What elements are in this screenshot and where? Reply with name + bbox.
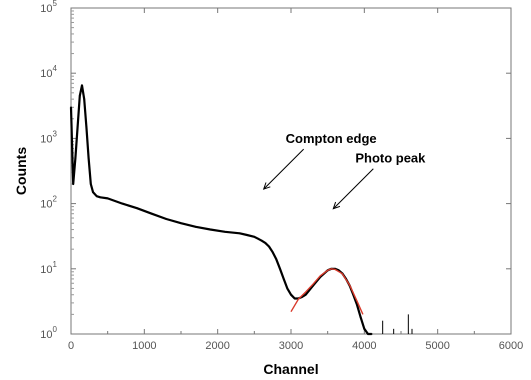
data-point: [92, 191, 94, 194]
x-tick-label: 3000: [279, 340, 303, 352]
y-tick-label: 105: [40, 0, 57, 15]
annotations: Compton edge Photo peak: [262, 131, 426, 210]
data-point: [286, 287, 289, 290]
data-point: [257, 237, 259, 240]
annotation-label: Compton edge: [286, 131, 377, 146]
data-point: [264, 241, 267, 244]
data-point: [194, 225, 197, 228]
data-point: [165, 218, 168, 220]
x-tick-label: 2000: [205, 340, 229, 352]
data-point: [81, 84, 83, 87]
data-point: [89, 183, 92, 185]
x-tick-label: 5000: [425, 340, 449, 352]
data-point: [304, 293, 307, 296]
data-point: [121, 202, 124, 205]
annotation-arrowhead: [262, 182, 271, 190]
data-point: [238, 232, 241, 235]
data-point: [70, 106, 72, 109]
data-point: [363, 327, 366, 330]
annotation-arrow: [263, 148, 305, 190]
x-tick-label: 1000: [132, 340, 156, 352]
data-point: [282, 277, 285, 280]
data-point: [99, 196, 102, 199]
plot-frame: [70, 7, 512, 335]
data-point: [253, 235, 256, 238]
y-tick-label: 100: [40, 325, 57, 341]
data-point: [83, 98, 86, 101]
data-point: [136, 207, 138, 210]
data-point: [224, 230, 226, 233]
y-tick-label: 104: [40, 64, 57, 80]
plot-area: [69, 84, 413, 336]
data-point: [356, 303, 358, 306]
annotation-label: Photo peak: [355, 151, 426, 166]
data-point: [293, 297, 296, 300]
x-axis-title: Channel: [263, 361, 318, 377]
data-point: [367, 333, 369, 335]
x-tick-label: 0: [68, 340, 74, 352]
data-point: [72, 183, 75, 185]
data-point: [76, 126, 79, 128]
data-point: [279, 267, 281, 270]
data-point: [74, 157, 77, 159]
x-tick-label: 6000: [499, 340, 523, 352]
data-point: [260, 239, 263, 242]
data-point: [106, 197, 109, 200]
y-tick-label: 103: [40, 129, 57, 145]
series-photopeak-fit: [290, 268, 364, 315]
annotation-arrow: [332, 168, 374, 210]
data-point: [271, 251, 274, 254]
data-point: [268, 245, 270, 248]
data-point: [359, 316, 362, 319]
y-tick-label: 101: [40, 260, 57, 276]
data-point: [87, 157, 90, 159]
annotation-arrowhead: [332, 201, 341, 210]
y-tick-label: 102: [40, 195, 57, 211]
data-point: [95, 195, 98, 198]
x-tick-label: 4000: [352, 340, 376, 352]
y-axis-title: Counts: [13, 147, 29, 195]
data-point: [275, 258, 278, 261]
data-point: [180, 222, 182, 225]
data-point: [85, 126, 88, 128]
data-point: [370, 333, 373, 335]
data-point: [150, 212, 153, 215]
x-axis-ticks: 0 1000 2000 3000 4000 5000 6000: [68, 8, 523, 352]
series-spectrum: [69, 84, 372, 336]
y-axis-ticks: 100 101 102 103 104 105: [40, 0, 511, 341]
data-point: [78, 94, 81, 97]
data-point: [246, 234, 248, 236]
data-point: [209, 228, 212, 231]
data-point: [290, 293, 292, 296]
